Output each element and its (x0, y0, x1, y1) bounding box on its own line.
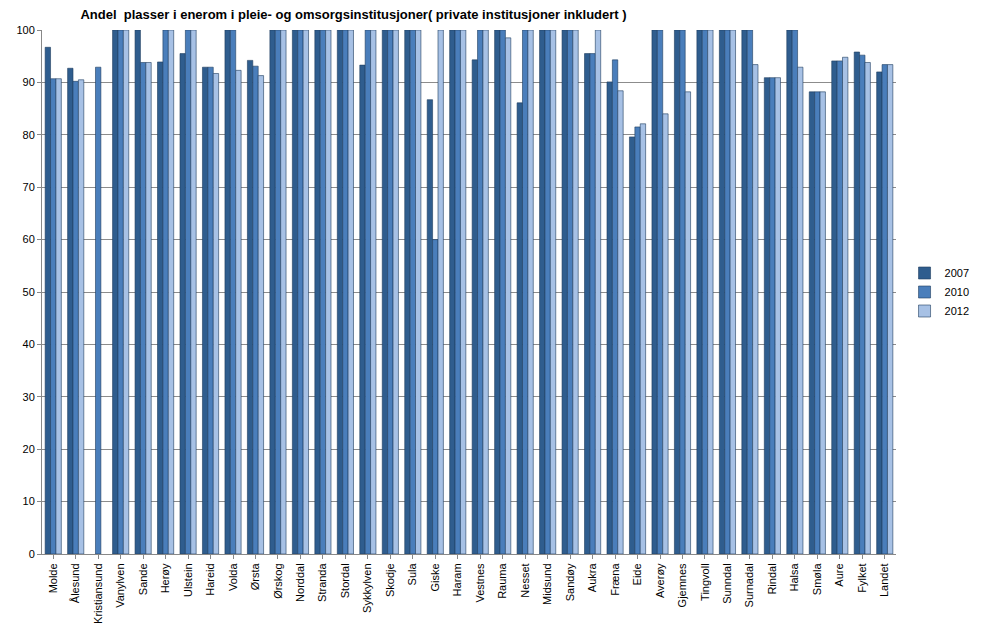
svg-text:Stordal: Stordal (339, 563, 351, 598)
svg-text:Skodje: Skodje (384, 563, 396, 597)
svg-text:Sykkylven: Sykkylven (361, 563, 373, 613)
svg-text:100: 100 (16, 24, 34, 36)
svg-text:Volda: Volda (227, 563, 239, 591)
svg-text:Ulstein: Ulstein (182, 563, 194, 597)
svg-text:50: 50 (23, 286, 35, 298)
svg-text:20: 20 (23, 443, 35, 455)
svg-text:Halsa: Halsa (788, 563, 800, 592)
svg-text:Smøla: Smøla (811, 563, 823, 596)
svg-text:60: 60 (23, 233, 35, 245)
svg-text:Midsund: Midsund (541, 563, 553, 605)
svg-text:Norddal: Norddal (294, 563, 306, 602)
svg-text:Stranda: Stranda (316, 563, 328, 602)
svg-text:Andel plasser i enerom i plei: Andel plasser i enerom i pleie- og omsor… (80, 7, 626, 22)
svg-text:Vestnes: Vestnes (474, 563, 486, 603)
svg-text:Averøy: Averøy (654, 563, 666, 598)
svg-text:Herøy: Herøy (159, 563, 171, 593)
svg-text:40: 40 (23, 338, 35, 350)
svg-text:Rindal: Rindal (766, 563, 778, 594)
svg-text:10: 10 (23, 495, 35, 507)
svg-text:Surnadal: Surnadal (743, 563, 755, 607)
svg-text:Rauma: Rauma (496, 563, 508, 599)
svg-text:0: 0 (29, 548, 35, 560)
svg-text:Eide: Eide (631, 563, 643, 585)
svg-text:Fylket: Fylket (856, 563, 868, 592)
svg-text:Nesset: Nesset (519, 563, 531, 597)
svg-text:Molde: Molde (47, 563, 59, 593)
svg-text:Hareid: Hareid (204, 563, 216, 595)
svg-text:Fræna: Fræna (609, 563, 621, 596)
svg-text:Sula: Sula (406, 563, 418, 586)
svg-text:Ørskog: Ørskog (272, 563, 284, 598)
svg-text:Giske: Giske (429, 563, 441, 591)
svg-text:2012: 2012 (945, 305, 969, 317)
svg-text:Sande: Sande (137, 563, 149, 595)
svg-text:Vanylven: Vanylven (114, 563, 126, 607)
svg-text:Haram: Haram (451, 563, 463, 596)
svg-text:Gjemnes: Gjemnes (676, 563, 688, 608)
svg-text:70: 70 (23, 181, 35, 193)
svg-text:Sandøy: Sandøy (564, 563, 576, 601)
svg-text:30: 30 (23, 391, 35, 403)
svg-text:Kristiansund: Kristiansund (92, 563, 104, 624)
svg-text:Tingvoll: Tingvoll (699, 563, 711, 601)
svg-text:80: 80 (23, 129, 35, 141)
svg-text:2007: 2007 (945, 267, 969, 279)
svg-text:90: 90 (23, 76, 35, 88)
svg-text:Aukra: Aukra (586, 563, 598, 593)
svg-text:Ålesund: Ålesund (69, 563, 81, 603)
svg-text:Ørsta: Ørsta (249, 563, 261, 591)
svg-text:Sunndal: Sunndal (721, 563, 733, 603)
svg-text:Landet: Landet (878, 563, 890, 597)
svg-text:Aure: Aure (833, 563, 845, 586)
svg-text:2010: 2010 (945, 286, 969, 298)
